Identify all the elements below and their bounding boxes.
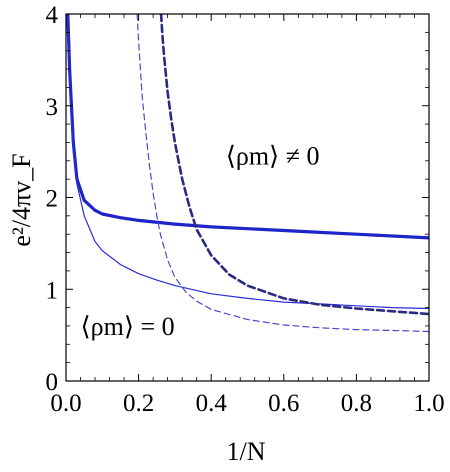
x-axis-title: 1/N (227, 437, 266, 466)
y-tick-label: 2 (46, 186, 59, 213)
ticks: 0.0 0.2 0.4 0.6 0.8 1.0 0 1 2 3 4 (46, 2, 445, 417)
curves (66, 14, 429, 333)
y-tick-label: 1 (46, 277, 59, 304)
annotation-zero: ⟨ρm⟩ = 0 (81, 312, 175, 341)
annotation-nonzero: ⟨ρm⟩ ≠ 0 (226, 141, 320, 170)
x-tick-label: 0.4 (196, 390, 228, 417)
x-tick-label: 0.8 (341, 390, 372, 417)
x-tick-label: 0.0 (50, 390, 81, 417)
series-line-0 (66, 14, 429, 240)
y-tick-label: 3 (46, 94, 59, 121)
series-line-3 (136, 14, 429, 333)
series-line-2 (159, 14, 429, 316)
x-tick-label: 0.2 (123, 390, 154, 417)
y-axis-title: e²/4πv_F (7, 153, 36, 246)
y-tick-label: 4 (46, 2, 59, 29)
y-tick-label: 0 (46, 369, 59, 396)
x-tick-label: 0.6 (268, 390, 299, 417)
x-tick-label: 1.0 (413, 390, 444, 417)
